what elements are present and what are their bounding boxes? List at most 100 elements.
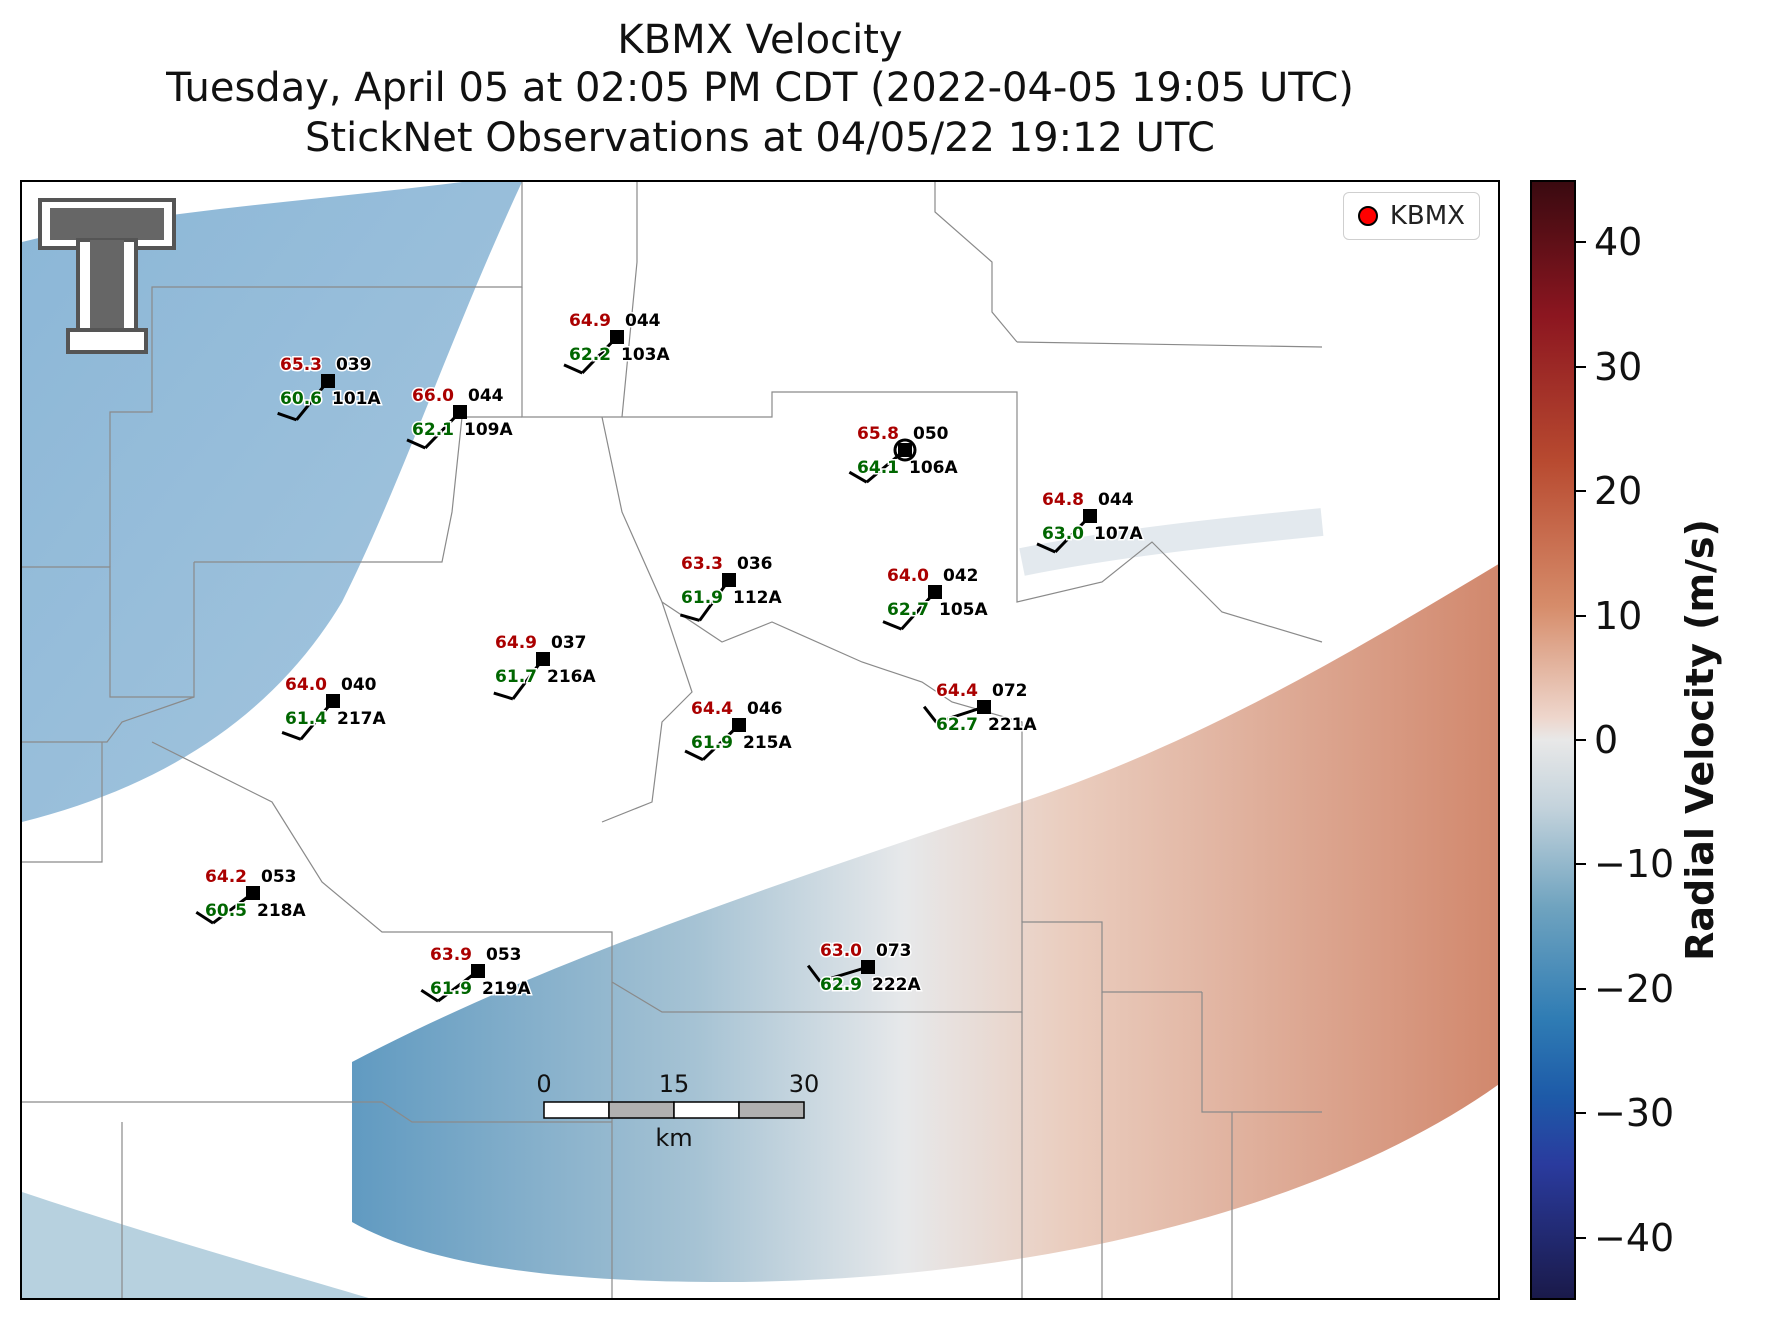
- station-marker-icon: [732, 718, 746, 732]
- station-wind-direction: 044: [1098, 490, 1134, 510]
- station-dewpoint: 61.9: [681, 588, 723, 608]
- station-plot[interactable]: 63.0 073 62.9 222A: [806, 940, 923, 997]
- wind-barb-shaft: [935, 705, 985, 724]
- station-id: 216A: [547, 667, 596, 687]
- title-line-3: StickNet Observations at 04/05/22 19:12 …: [305, 115, 1215, 161]
- station-marker-icon: [453, 405, 467, 419]
- station-marker-icon: [977, 700, 991, 714]
- wind-barb-flag: [420, 988, 439, 1003]
- wind-barb-flag: [281, 731, 302, 741]
- wind-barb-flag: [679, 613, 701, 622]
- colorbar-tick-mark: [1576, 365, 1586, 368]
- station-marker-icon: [610, 330, 624, 344]
- station-id: 103A: [621, 345, 670, 365]
- sticknet-observations: 65.3 039 60.6 101A 64.9 044 62.2 103A 66.0 044 62.…: [195, 310, 1145, 1003]
- station-dewpoint: 61.7: [495, 667, 537, 687]
- station-temperature: 63.0: [820, 941, 862, 961]
- station-plot[interactable]: 65.8 050 64.1 106A: [848, 423, 960, 484]
- station-plot[interactable]: 63.3 036 61.9 112A: [679, 553, 784, 622]
- radar-map[interactable]: 65.3 039 60.6 101A 64.9 044 62.2 103A 66.0 044 62.…: [20, 180, 1500, 1300]
- wind-barb-shaft: [819, 965, 869, 984]
- station-dewpoint: 63.0: [1042, 524, 1084, 544]
- map-legend: KBMX: [1342, 192, 1480, 240]
- wind-barb-flag: [563, 363, 583, 375]
- station-id: 107A: [1094, 524, 1143, 544]
- station-marker-icon: [928, 585, 942, 599]
- station-wind-direction: 044: [625, 311, 661, 331]
- wind-barb-flag: [493, 691, 514, 701]
- station-plot[interactable]: 64.4 046 61.9 215A: [684, 698, 794, 762]
- station-wind-direction: 040: [341, 675, 377, 695]
- station-marker-icon: [898, 443, 912, 457]
- station-dewpoint: 62.1: [412, 420, 454, 440]
- station-plot[interactable]: 64.0 040 61.4 217A: [281, 674, 388, 741]
- colorbar-tick-mark: [1576, 1112, 1586, 1115]
- station-id: 217A: [337, 709, 386, 729]
- wind-barb-flag: [684, 749, 704, 762]
- station-id: 109A: [464, 420, 513, 440]
- wind-barb-flag: [806, 964, 822, 983]
- wind-barb-flag: [195, 910, 214, 925]
- station-dewpoint: 62.2: [569, 345, 611, 365]
- station-plot[interactable]: 64.4 072 62.7 221A: [922, 680, 1039, 737]
- colorbar-tick-label: 30: [1594, 344, 1643, 389]
- station-plot[interactable]: 65.3 039 60.6 101A: [277, 354, 383, 422]
- station-temperature: 64.4: [936, 681, 978, 701]
- colorbar-tick-mark: [1576, 614, 1586, 617]
- station-temperature: 63.9: [430, 945, 472, 965]
- station-dewpoint: 60.6: [280, 389, 322, 409]
- colorbar-tick-label: 10: [1594, 593, 1643, 638]
- colorbar-tick-mark: [1576, 241, 1586, 244]
- colorbar-label: Radial Velocity (m/s): [1678, 519, 1722, 961]
- station-temperature: 66.0: [412, 386, 454, 406]
- station-marker-icon: [1083, 509, 1097, 523]
- station-dewpoint: 60.5: [205, 901, 247, 921]
- station-plot[interactable]: 63.9 053 61.9 219A: [420, 944, 533, 1003]
- station-dewpoint: 64.1: [857, 458, 899, 478]
- station-wind-direction: 036: [737, 554, 773, 574]
- station-wind-direction: 053: [486, 945, 522, 965]
- legend-label: KBMX: [1389, 201, 1465, 231]
- station-temperature: 65.3: [280, 355, 322, 375]
- radar-map-canvas: 65.3 039 60.6 101A 64.9 044 62.2 103A 66.0 044 62.…: [22, 182, 1498, 1298]
- station-id: 222A: [872, 975, 921, 995]
- scale-unit: km: [655, 1124, 692, 1152]
- wind-barb-flag: [848, 470, 868, 484]
- colorbar-tick-label: −10: [1594, 842, 1675, 887]
- station-id: 221A: [988, 715, 1037, 735]
- station-marker-icon: [246, 886, 260, 900]
- scale-label-0: 0: [536, 1070, 551, 1098]
- station-wind-direction: 072: [992, 681, 1028, 701]
- colorbar-tick-mark: [1576, 987, 1586, 990]
- station-plot[interactable]: 66.0 044 62.1 109A: [406, 385, 515, 450]
- station-id: 101A: [332, 389, 381, 409]
- station-wind-direction: 044: [468, 386, 504, 406]
- station-dewpoint: 61.9: [691, 733, 733, 753]
- station-temperature: 64.0: [887, 566, 929, 586]
- colorbar-tick-label: −40: [1594, 1215, 1675, 1260]
- colorbar-tick-mark: [1576, 490, 1586, 493]
- station-plot[interactable]: 64.9 044 62.2 103A: [563, 310, 672, 375]
- colorbar-tick-label: −20: [1594, 966, 1675, 1011]
- title-line-1: KBMX Velocity: [617, 17, 903, 63]
- station-wind-direction: 046: [747, 699, 783, 719]
- station-temperature: 64.4: [691, 699, 733, 719]
- texas-tech-logo: [38, 198, 176, 354]
- station-wind-direction: 050: [913, 424, 949, 444]
- station-id: 105A: [939, 600, 988, 620]
- station-plot[interactable]: 64.2 053 60.5 218A: [195, 866, 308, 925]
- wind-barb-flag: [922, 705, 938, 724]
- station-plot[interactable]: 64.8 044 63.0 107A: [1036, 489, 1145, 554]
- colorbar-tick-label: 0: [1594, 718, 1619, 762]
- station-marker-icon: [861, 960, 875, 974]
- station-id: 219A: [482, 979, 531, 999]
- station-wind-direction: 037: [551, 633, 587, 653]
- county-borders: [22, 182, 1323, 1298]
- station-plot[interactable]: 64.9 037 61.7 216A: [493, 632, 598, 701]
- colorbar-tick-label: 20: [1594, 469, 1643, 514]
- station-plot[interactable]: 64.0 042 62.7 105A: [882, 565, 990, 631]
- station-marker-icon: [326, 694, 340, 708]
- wind-barb-flag: [882, 620, 903, 631]
- station-marker-icon: [722, 573, 736, 587]
- station-dewpoint: 61.4: [285, 709, 327, 729]
